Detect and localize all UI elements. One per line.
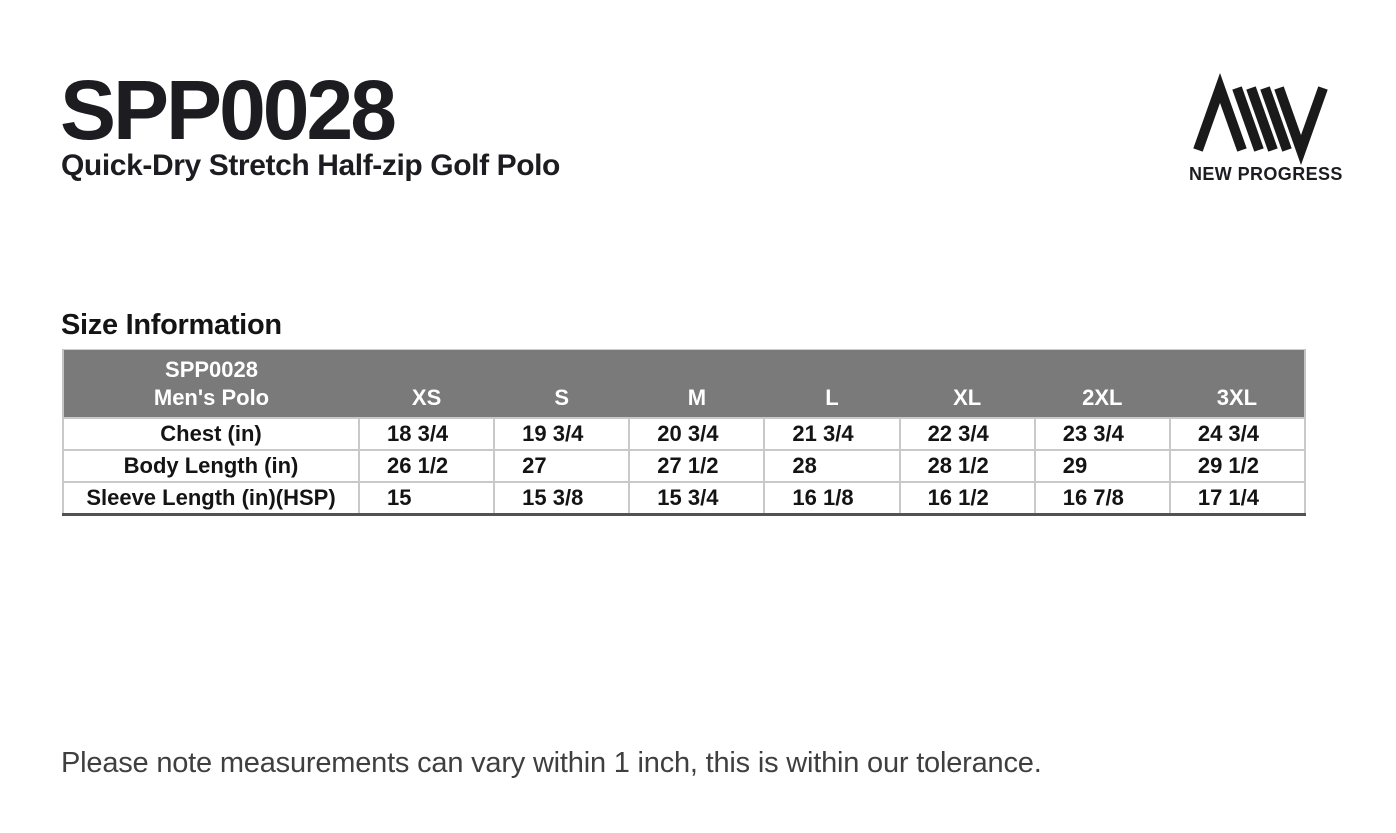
measurement-value: 28 <box>763 449 901 483</box>
measurement-label: Sleeve Length (in)(HSP) <box>62 481 360 515</box>
measurement-value: 15 3/8 <box>493 481 631 515</box>
brand-name: NEW PROGRESS <box>1189 164 1343 184</box>
measurement-value: 20 3/4 <box>628 417 766 451</box>
measurement-value: 22 3/4 <box>898 417 1036 451</box>
measurement-value: 18 3/4 <box>357 417 496 451</box>
size-header-s: S <box>494 349 630 418</box>
measurement-value: 16 7/8 <box>1033 481 1171 515</box>
product-name-subtitle: Quick-Dry Stretch Half-zip Golf Polo <box>61 149 560 182</box>
measurement-value: 29 1/2 <box>1168 449 1307 483</box>
measurement-label: Body Length (in) <box>62 449 360 483</box>
brand-logo: NEW PROGRESS <box>1189 73 1343 185</box>
table-row: Chest (in) 18 3/4 19 3/4 20 3/4 21 3/4 22 3/4… <box>62 417 1307 451</box>
size-header-xs: XS <box>359 349 495 418</box>
measurement-value: 19 3/4 <box>493 417 631 451</box>
size-table: SPP0028 Men's Polo XS S M L XL 2XL 3XL Chest (… <box>62 349 1307 516</box>
measurement-value: 15 3/4 <box>628 481 766 515</box>
measurement-value: 27 <box>493 449 631 483</box>
new-progress-monogram-icon <box>1193 73 1328 165</box>
size-header-2xl: 2XL <box>1034 349 1170 418</box>
measurement-value: 29 <box>1033 449 1171 483</box>
measurement-value: 17 1/4 <box>1168 481 1307 515</box>
measurement-value: 15 <box>357 481 496 515</box>
measurement-label: Chest (in) <box>62 417 360 451</box>
size-header-m: M <box>629 349 765 418</box>
table-row: Sleeve Length (in)(HSP) 15 15 3/8 15 3/4 16 … <box>62 481 1307 515</box>
table-row: Body Length (in) 26 1/2 27 27 1/2 28 28 1/2 29… <box>62 449 1307 483</box>
measurement-value: 24 3/4 <box>1168 417 1307 451</box>
size-table-header-row: SPP0028 Men's Polo XS S M L XL 2XL 3XL <box>63 349 1305 418</box>
size-header-3xl: 3XL <box>1169 349 1305 418</box>
measurement-value: 28 1/2 <box>898 449 1036 483</box>
measurement-value: 16 1/2 <box>898 481 1036 515</box>
section-title: Size Information <box>61 309 282 341</box>
size-header-xl: XL <box>899 349 1035 418</box>
measurement-value: 26 1/2 <box>357 449 496 483</box>
size-header-l: L <box>764 349 900 418</box>
measurement-value: 16 1/8 <box>763 481 901 515</box>
measurement-value: 23 3/4 <box>1033 417 1171 451</box>
table-title-cell: SPP0028 Men's Polo <box>63 349 359 418</box>
table-title-line2: Men's Polo <box>153 385 270 410</box>
table-title-line1: SPP0028 <box>165 357 258 382</box>
product-code-title: SPP0028 <box>60 63 397 157</box>
measurement-value: 21 3/4 <box>763 417 901 451</box>
size-table-container: SPP0028 Men's Polo XS S M L XL 2XL 3XL Chest (… <box>62 349 1307 516</box>
tolerance-note: Please note measurements can vary within… <box>61 747 1042 779</box>
measurement-value: 27 1/2 <box>628 449 766 483</box>
